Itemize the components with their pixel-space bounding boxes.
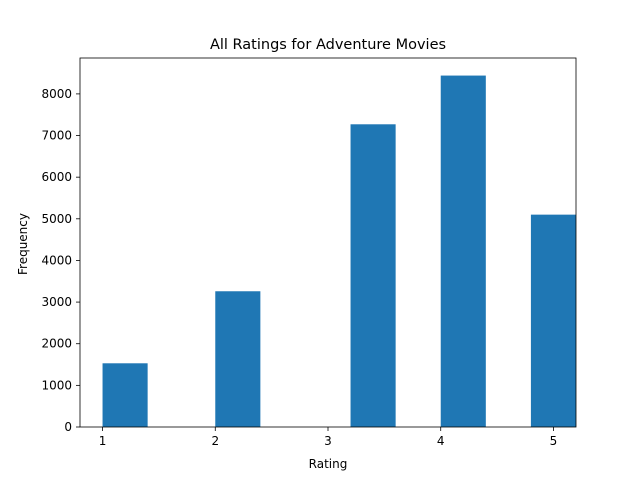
x-tick-label-3: 3 — [324, 434, 332, 448]
histogram-bar-2 — [215, 291, 261, 427]
y-tick-label-0: 0 — [64, 420, 72, 434]
y-tick-label-6: 6000 — [41, 170, 72, 184]
plot-frame — [79, 57, 577, 428]
y-tick-label-1: 1000 — [41, 378, 72, 392]
x-tick-label-2: 2 — [211, 434, 219, 448]
chart-title: All Ratings for Adventure Movies — [210, 37, 446, 53]
y-tick-label-7: 7000 — [41, 129, 72, 143]
histogram-bar-5 — [530, 214, 576, 427]
x-tick-label-4: 4 — [437, 434, 445, 448]
y-tick-label-4: 4000 — [41, 253, 72, 267]
y-axis-label: Frequency — [16, 213, 30, 275]
x-tick-label-5: 5 — [550, 434, 558, 448]
histogram-bar-3 — [350, 124, 396, 427]
histogram-bar-1 — [102, 363, 148, 427]
y-tick-label-2: 2000 — [41, 337, 72, 351]
y-tick-label-3: 3000 — [41, 295, 72, 309]
y-tick-label-5: 5000 — [41, 212, 72, 226]
bars-layer — [102, 75, 576, 428]
ticks-layer: 1 2 3 4 5 0 1000 2000 3000 4000 5000 6000 7000 8000 — [41, 87, 557, 448]
x-tick-label-1: 1 — [99, 434, 107, 448]
histogram-bar-4 — [440, 75, 486, 428]
y-tick-label-8: 8000 — [41, 87, 72, 101]
x-axis-label: Rating — [309, 457, 348, 471]
